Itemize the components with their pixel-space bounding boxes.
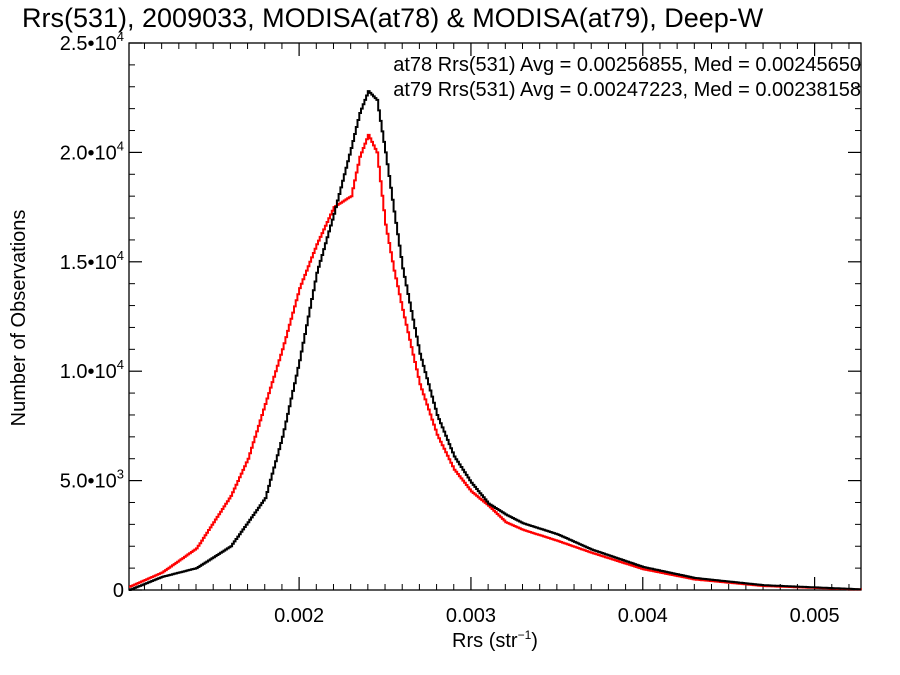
y-tick-label: 0 [113, 580, 124, 602]
y-axis-label: Number of Observations [8, 210, 30, 427]
y-tick-label: 2.0•104 [60, 138, 124, 164]
x-axis-label: Rrs (str−1) [452, 628, 538, 652]
series-layer [129, 90, 862, 591]
x-tick-label: 0.002 [274, 605, 324, 627]
x-tick-label: 0.005 [790, 605, 840, 627]
series-annotation-at78: at78 Rrs(531) Avg = 0.00256855, Med = 0.… [393, 54, 861, 76]
series-annotation-at79: at79 Rrs(531) Avg = 0.00247223, Med = 0.… [393, 79, 861, 101]
series-at79-line [129, 133, 862, 591]
plot-border [128, 42, 862, 591]
x-axis: 0.002 0.003 0.004 0.005 [143, 43, 850, 627]
y-axis: 0 5.0•103 1.0•104 1.5•104 2.0•104 2.5•104 [60, 29, 861, 602]
y-tick-label: 1.0•104 [60, 357, 124, 383]
x-tick-label: 0.004 [618, 605, 668, 627]
series-at78-line [129, 90, 861, 591]
y-tick-label: 5.0•103 [60, 467, 124, 493]
x-tick-label: 0.003 [446, 605, 496, 627]
chart-title: Rrs(531), 2009033, MODISA(at78) & MODISA… [22, 3, 764, 33]
plot-frame [128, 42, 862, 591]
y-tick-label: 1.5•104 [60, 248, 124, 274]
y-tick-label: 2.5•104 [60, 29, 124, 55]
